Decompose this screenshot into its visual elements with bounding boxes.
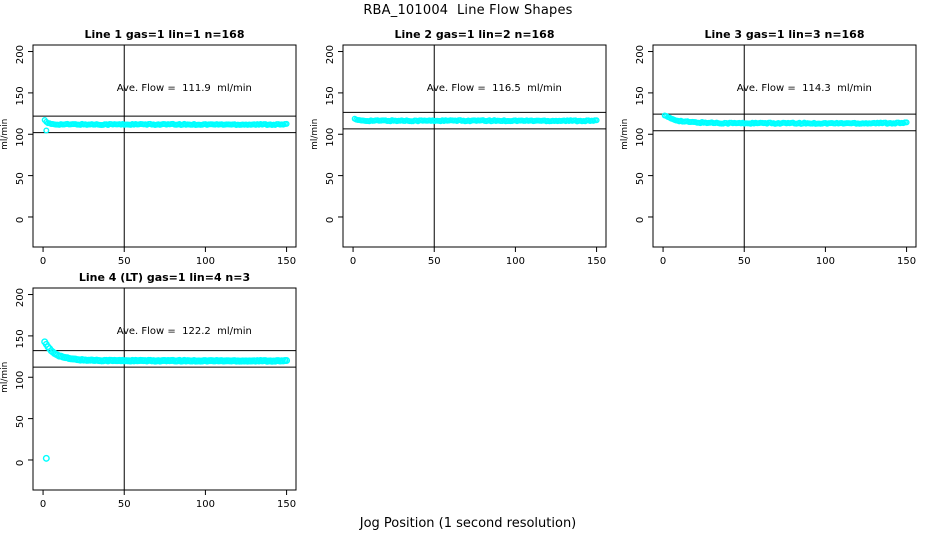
- svg-text:ml/min: ml/min: [0, 362, 10, 393]
- svg-text:50: 50: [325, 172, 336, 185]
- svg-text:150: 150: [15, 86, 26, 105]
- svg-text:150: 150: [325, 86, 336, 105]
- svg-text:50: 50: [15, 172, 26, 185]
- svg-text:0: 0: [350, 256, 356, 267]
- svg-text:200: 200: [325, 45, 336, 64]
- svg-text:0: 0: [325, 217, 336, 223]
- svg-text:200: 200: [15, 45, 26, 64]
- svg-text:100: 100: [15, 128, 26, 147]
- svg-text:150: 150: [587, 256, 606, 267]
- svg-text:100: 100: [196, 256, 215, 267]
- svg-text:0: 0: [15, 217, 26, 223]
- svg-text:ml/min: ml/min: [310, 119, 320, 150]
- svg-text:50: 50: [635, 172, 646, 185]
- svg-text:ml/min: ml/min: [620, 119, 630, 150]
- plot-line-1: 0 50 100 150 0 50 100 150 200 ml/min Ave. Flow = 1…: [0, 44, 297, 267]
- svg-text:50: 50: [118, 499, 131, 510]
- svg-text:0: 0: [40, 499, 46, 510]
- svg-text:150: 150: [635, 86, 646, 105]
- svg-text:ml/min: ml/min: [0, 119, 10, 150]
- svg-text:Ave. Flow = 111.9 ml/min: Ave. Flow = 111.9 ml/min: [117, 83, 252, 94]
- panel-title-line-2: Line 2 gas=1 lin=2 n=168: [394, 28, 555, 41]
- plot-line-3: 0 50 100 150 0 50 100 150 200 ml/min Ave. Flow = 1…: [620, 44, 917, 267]
- svg-text:150: 150: [897, 256, 916, 267]
- svg-text:0: 0: [660, 256, 666, 267]
- panel-title-line-3: Line 3 gas=1 lin=3 n=168: [704, 28, 865, 41]
- svg-text:150: 150: [277, 256, 296, 267]
- svg-text:100: 100: [196, 499, 215, 510]
- svg-text:50: 50: [428, 256, 441, 267]
- svg-text:Ave. Flow = 114.3 ml/min: Ave. Flow = 114.3 ml/min: [737, 83, 872, 94]
- svg-text:50: 50: [738, 256, 751, 267]
- figure-title: RBA_101004 Line Flow Shapes: [363, 3, 573, 18]
- svg-text:100: 100: [506, 256, 525, 267]
- plot-line-2: 0 50 100 150 0 50 100 150 200 ml/min Ave. Flow = 1…: [310, 44, 607, 267]
- svg-text:100: 100: [15, 371, 26, 390]
- svg-text:0: 0: [15, 460, 26, 466]
- svg-text:100: 100: [325, 128, 336, 147]
- svg-text:Ave. Flow = 122.2 ml/min: Ave. Flow = 122.2 ml/min: [117, 326, 252, 337]
- svg-text:100: 100: [635, 128, 646, 147]
- svg-text:50: 50: [118, 256, 131, 267]
- svg-text:Ave. Flow = 116.5 ml/min: Ave. Flow = 116.5 ml/min: [427, 83, 562, 94]
- svg-text:100: 100: [816, 256, 835, 267]
- panel-title-line-4: Line 4 (LT) gas=1 lin=4 n=3: [78, 271, 251, 284]
- x-axis-label: Jog Position (1 second resolution): [359, 516, 577, 531]
- svg-text:200: 200: [15, 288, 26, 307]
- svg-text:150: 150: [277, 499, 296, 510]
- svg-text:0: 0: [40, 256, 46, 267]
- svg-text:200: 200: [635, 45, 646, 64]
- panel-title-line-1: Line 1 gas=1 lin=1 n=168: [84, 28, 245, 41]
- svg-text:50: 50: [15, 415, 26, 428]
- svg-text:0: 0: [635, 217, 646, 223]
- svg-text:150: 150: [15, 329, 26, 348]
- plot-line-4: 0 50 100 150 0 50 100 150 200 ml/min Ave. Flow = 1…: [0, 287, 297, 510]
